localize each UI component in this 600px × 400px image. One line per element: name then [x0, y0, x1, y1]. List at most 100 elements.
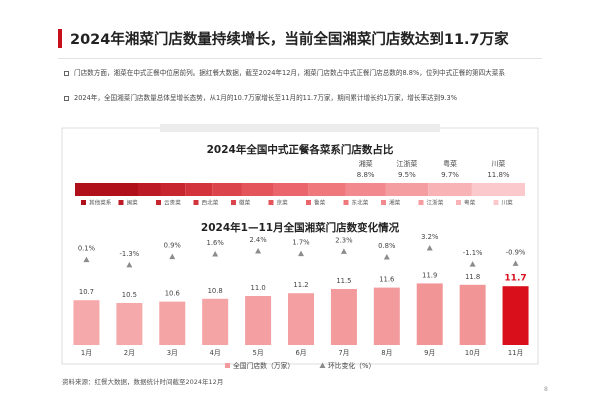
bar [73, 300, 100, 345]
legend-swatch [418, 200, 424, 205]
x-tick-label: 11月 [508, 349, 523, 357]
bullet-icon [64, 71, 69, 76]
line-marker [426, 245, 433, 251]
line-marker [383, 254, 390, 260]
legend-swatch [193, 200, 199, 205]
x-tick-label: 8月 [381, 349, 392, 357]
bar [245, 296, 272, 345]
legend-label: 徽菜 [239, 199, 251, 207]
legend-label: 东北菜 [352, 199, 369, 207]
segment-value-label: 8.8% [357, 171, 375, 179]
bar-value-label: 10.6 [165, 290, 180, 298]
stack-segment [138, 183, 161, 196]
line-value-label: 2.4% [249, 236, 267, 244]
bar-value-label: 11.8 [465, 273, 480, 281]
line-value-label: 0.8% [378, 242, 396, 250]
stack-segment [212, 183, 242, 196]
line-marker [512, 260, 519, 266]
source-note: 资料来源：红餐大数据，数据统计时间截至2024年12月 [62, 378, 224, 386]
legend-label: 环比变化（%） [328, 361, 375, 370]
stack-segment [471, 183, 525, 196]
bullet-icon [64, 96, 69, 101]
bar [330, 289, 357, 345]
x-tick-label: 7月 [338, 349, 349, 357]
line-value-label: 2.3% [335, 236, 353, 244]
page-title: 2024年湘菜门店数量持续增长，当前全国湘菜门店数达到11.7万家 [70, 32, 509, 48]
legend-label: 西北菜 [202, 199, 219, 207]
segment-name: 粤菜 [443, 159, 457, 168]
bar-value-label: 10.5 [122, 291, 137, 299]
legend-swatch [381, 200, 386, 205]
legend-label: 江浙菜 [427, 199, 444, 207]
legend-swatch [231, 200, 236, 205]
title-rule [58, 58, 542, 59]
bar-value-label: 10.8 [208, 287, 223, 295]
legend-label: 其他菜系 [89, 199, 112, 207]
x-tick-label: 2月 [124, 349, 135, 357]
segment-name: 川菜 [491, 159, 505, 168]
line-marker [212, 251, 219, 257]
legend-label: 全国门店数（万家） [233, 361, 294, 370]
legend-label: 京菜 [277, 199, 289, 207]
legend-label: 云贵菜 [164, 199, 181, 207]
segment-name: 江浙菜 [396, 159, 417, 168]
legend-swatch [156, 200, 161, 205]
x-tick-label: 5月 [253, 349, 264, 357]
line-marker [298, 250, 304, 257]
x-tick-label: 3月 [167, 349, 178, 357]
bar [502, 286, 529, 345]
bar [202, 298, 229, 345]
legend-swatch [118, 200, 124, 205]
line-value-label: 3.2% [421, 233, 439, 241]
legend-label: 粤菜 [464, 199, 476, 207]
stack-segment [185, 183, 213, 196]
bar [288, 293, 314, 345]
line-value-label: -0.9% [506, 248, 526, 256]
legend-label: 鲁菜 [314, 199, 326, 207]
x-tick-label: 4月 [210, 349, 221, 357]
stack-segment [273, 183, 309, 196]
bar-value-label: 11.0 [251, 284, 266, 292]
bullet-text: 2024年，全国湘菜门店数量总体呈增长态势，从1月的10.7万家增长至11月的1… [74, 94, 457, 102]
stack-segment [75, 183, 138, 196]
line-value-label: 1.6% [207, 239, 225, 247]
line-value-label: 1.7% [292, 239, 310, 247]
line-marker [340, 248, 347, 254]
bar-value-label: 11.5 [336, 277, 351, 285]
stack-segment [428, 183, 472, 196]
page-number: 8 [544, 386, 548, 393]
legend-label: 川菜 [502, 199, 514, 207]
x-tick-label: 1月 [81, 349, 92, 357]
stack-segment [385, 183, 429, 196]
line-marker [255, 248, 262, 254]
bullet-item: 门店数方面，湘菜在中式正餐中位居前列。据红餐大数据，截至2024年12月，湘菜门… [64, 68, 536, 79]
bar [416, 283, 443, 345]
stack-segment [345, 183, 386, 196]
line-value-label: -1.3% [119, 250, 139, 258]
title-accent [58, 29, 62, 48]
legend-swatch [343, 200, 349, 205]
chart-title: 2024年全国中式正餐各菜系门店数占比 [207, 143, 394, 156]
x-tick-label: 6月 [295, 349, 306, 357]
bar [373, 287, 400, 345]
legend-swatch [81, 200, 86, 205]
segment-value-label: 9.5% [398, 171, 416, 179]
x-tick-label: 9月 [424, 349, 435, 357]
line-value-label: 0.9% [164, 242, 182, 250]
line-marker [169, 253, 176, 260]
bar [459, 284, 486, 345]
line-marker [126, 261, 133, 268]
bar-value-label: 11.9 [422, 271, 437, 279]
line-value-label: 0.1% [78, 245, 96, 253]
chart-title: 2024年1—11月全国湘菜门店数变化情况 [201, 221, 400, 234]
legend-swatch [225, 363, 230, 368]
bar [116, 303, 143, 345]
bar-value-label: 11.7 [504, 274, 526, 284]
legend-label: 闽菜 [127, 199, 139, 207]
legend-swatch [268, 200, 274, 205]
x-tick-label: 10月 [465, 349, 480, 357]
box-tab [160, 124, 440, 132]
stack-segment [308, 183, 346, 196]
legend-label: 湘菜 [389, 199, 401, 207]
